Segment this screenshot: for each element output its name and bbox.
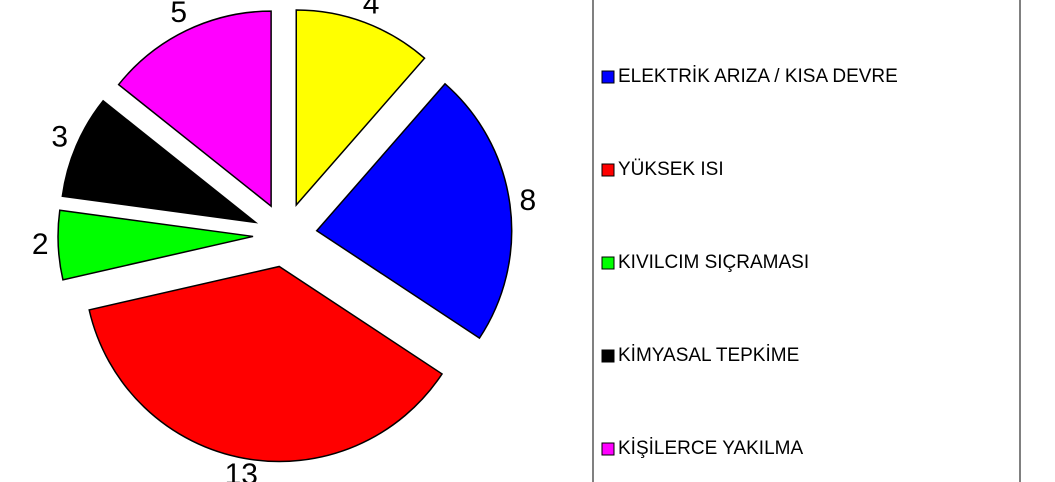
pie-slice	[315, 82, 513, 340]
legend-swatch	[601, 349, 615, 363]
pie-slice	[117, 10, 272, 208]
legend-label: YÜKSEK ISI	[618, 159, 724, 180]
legend-swatch	[601, 163, 615, 177]
data-label: 3	[51, 121, 68, 154]
legend-swatch	[601, 256, 615, 270]
pie-slice	[88, 265, 444, 463]
data-label: 2	[32, 228, 49, 261]
legend-label: KIVILCIM SIÇRAMASI	[618, 252, 809, 273]
data-label: 5	[170, 0, 187, 29]
pie-slice	[295, 9, 426, 208]
legend-label: KİŞİLERCE YAKILMA	[618, 438, 803, 459]
legend-swatch	[601, 442, 615, 456]
legend-swatch	[601, 70, 615, 84]
data-label: 8	[519, 184, 536, 217]
legend-label: KİMYASAL TEPKİME	[618, 345, 799, 366]
legend-label: ELEKTRİK ARIZA / KISA DEVRE	[618, 66, 898, 87]
data-label: 13	[225, 458, 258, 482]
pie-slice	[61, 99, 259, 224]
pie-slice	[57, 209, 254, 281]
data-label: 4	[363, 0, 380, 21]
